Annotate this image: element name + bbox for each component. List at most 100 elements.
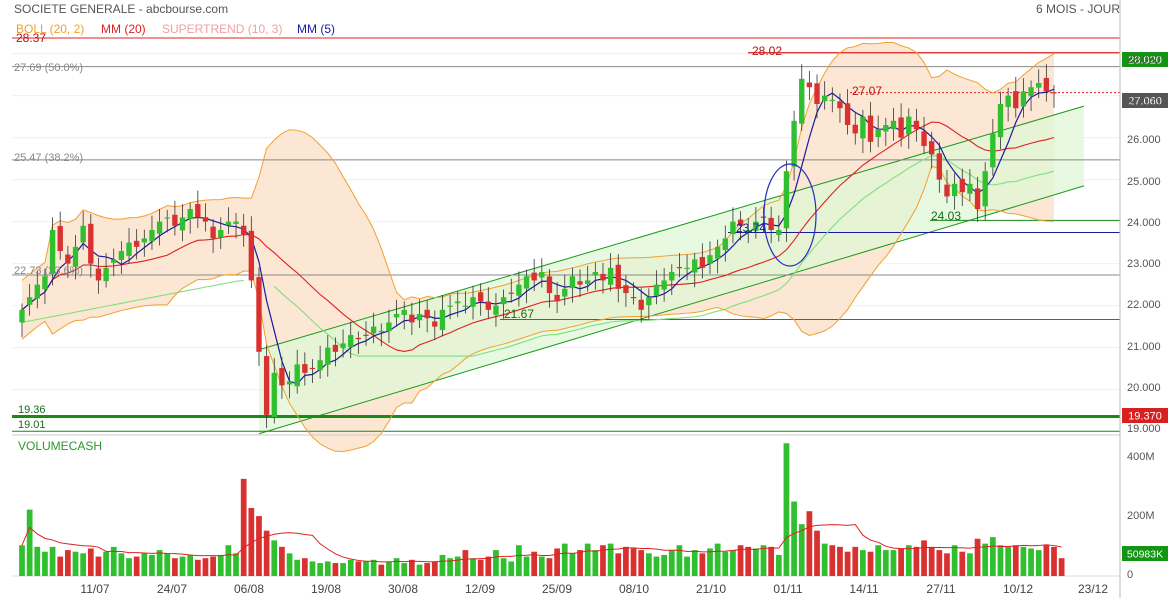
candle-body bbox=[913, 120, 920, 130]
legend-mm5: MM (5) bbox=[297, 22, 335, 36]
candle-body bbox=[1020, 91, 1027, 107]
volume-bar bbox=[57, 556, 64, 576]
chart-period: 6 MOIS - JOUR bbox=[1036, 2, 1120, 16]
volume-bar bbox=[806, 511, 813, 576]
volume-bar bbox=[768, 546, 775, 576]
badge-last-bg bbox=[1122, 93, 1168, 108]
volume-bar bbox=[623, 546, 629, 576]
volume-bar bbox=[271, 540, 278, 576]
volume-bar bbox=[989, 537, 996, 576]
badge-support: 19.370 bbox=[1128, 411, 1162, 423]
candle-body bbox=[225, 221, 232, 226]
candle-body bbox=[615, 264, 621, 289]
y-tick-label: 19.000 bbox=[1127, 423, 1161, 435]
y-tick-label: 28.000 bbox=[1127, 54, 1161, 66]
level-label-1936: 19.36 bbox=[18, 404, 46, 416]
candle-body bbox=[370, 326, 377, 334]
badge-last: 27.060 bbox=[1128, 96, 1162, 108]
badge-volume: 50983K bbox=[1127, 549, 1163, 561]
volume-bar bbox=[882, 550, 889, 576]
candle-body bbox=[944, 184, 950, 197]
volume-bar bbox=[301, 558, 308, 576]
x-tick-label: 21/10 bbox=[696, 582, 726, 596]
candle-body bbox=[890, 120, 897, 130]
volume-tick-label: 400M bbox=[1127, 451, 1155, 463]
volume-bar bbox=[707, 548, 713, 576]
candle-body bbox=[248, 230, 255, 281]
y-tick-label: 25.000 bbox=[1127, 176, 1161, 188]
bollinger-lower-line bbox=[21, 165, 1055, 452]
candle-body bbox=[577, 281, 583, 285]
candle-body bbox=[607, 267, 614, 285]
annotation-high: 28.02 bbox=[752, 44, 782, 58]
volume-bar bbox=[194, 559, 201, 576]
volume-bar bbox=[133, 556, 140, 576]
candle-body bbox=[195, 204, 201, 218]
y-axis-labels: 28.000 27.000 26.000 25.000 24.000 23.00… bbox=[1127, 54, 1161, 581]
volume-bar bbox=[898, 548, 904, 576]
volume-bar bbox=[791, 501, 797, 576]
volume-bar bbox=[187, 554, 194, 576]
x-axis-labels: 11/07 24/07 06/08 19/08 30/08 12/09 25/0… bbox=[80, 582, 1108, 596]
volume-bar bbox=[34, 546, 41, 576]
candle-body bbox=[500, 297, 507, 305]
candle-body bbox=[768, 217, 774, 231]
candle-body bbox=[630, 297, 637, 299]
volume-bar bbox=[959, 551, 966, 576]
volume-bar bbox=[340, 563, 346, 576]
candle-body bbox=[753, 221, 759, 231]
candle-body bbox=[921, 131, 927, 147]
volume-bar bbox=[49, 546, 56, 576]
candle-body bbox=[569, 276, 576, 289]
candle-body bbox=[279, 368, 285, 386]
volume-bar bbox=[493, 550, 499, 576]
volume-bar bbox=[95, 556, 102, 576]
volume-bar bbox=[141, 553, 148, 576]
volume-bar bbox=[921, 540, 927, 576]
candle-body bbox=[49, 230, 56, 274]
y-tick-label: 24.000 bbox=[1127, 217, 1161, 229]
candle-body bbox=[592, 272, 599, 276]
candle-body bbox=[401, 309, 407, 315]
candle-body bbox=[967, 183, 973, 194]
candle-body bbox=[386, 322, 392, 332]
volume-bar bbox=[485, 556, 492, 576]
candle-body bbox=[623, 285, 629, 294]
candle-body bbox=[531, 272, 537, 281]
volume-bar bbox=[454, 556, 461, 576]
candle-body bbox=[959, 178, 965, 193]
candle-body bbox=[737, 219, 744, 226]
volume-bar bbox=[607, 543, 614, 576]
x-tick-label: 23/12 bbox=[1078, 582, 1108, 596]
volume-bar bbox=[363, 561, 369, 576]
candle-body bbox=[309, 367, 316, 370]
volume-bar bbox=[1028, 548, 1034, 576]
volume-bar bbox=[584, 543, 591, 576]
volume-bar bbox=[554, 548, 560, 576]
volume-bar bbox=[240, 478, 247, 576]
candle-body bbox=[936, 153, 943, 180]
level-label-fib382: 25.47 (38.2%) bbox=[14, 152, 83, 164]
volume-bar bbox=[944, 553, 950, 576]
candle-body bbox=[202, 217, 209, 222]
volume-bar bbox=[798, 524, 805, 576]
volume-bar bbox=[126, 558, 132, 576]
volume-bar bbox=[1005, 546, 1011, 576]
candle-body bbox=[393, 314, 400, 318]
candle-body bbox=[974, 188, 981, 210]
candle-body bbox=[730, 221, 736, 235]
candle-body bbox=[783, 171, 790, 229]
volume-bar bbox=[80, 553, 87, 576]
volume-bar bbox=[630, 548, 637, 576]
legend-supertrend: SUPERTREND (10, 3) bbox=[162, 22, 282, 36]
volume-bar bbox=[569, 553, 576, 576]
candle-body bbox=[1051, 92, 1057, 94]
candle-body bbox=[455, 301, 461, 304]
candle-body bbox=[554, 294, 560, 302]
volume-bar bbox=[638, 550, 645, 576]
volume-bar bbox=[821, 543, 828, 576]
volume-bar bbox=[753, 548, 759, 576]
volume-bar bbox=[699, 553, 706, 576]
y-tick-label: 27.000 bbox=[1127, 96, 1161, 108]
